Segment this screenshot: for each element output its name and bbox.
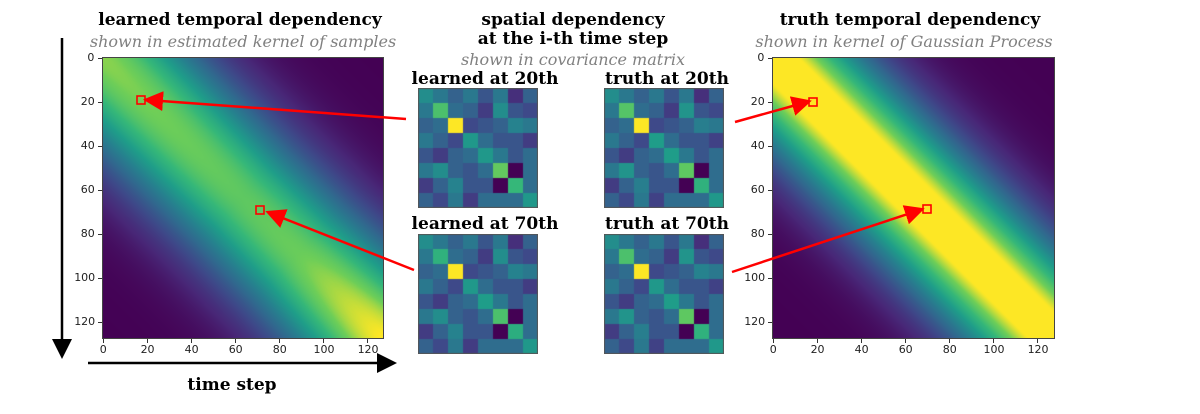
left-subtitle: shown in estimated kernel of samples	[89, 32, 397, 51]
y-tick-mark	[98, 278, 102, 280]
y-tick-label: 0	[757, 51, 765, 65]
x-tick-label: 100	[983, 343, 1005, 356]
y-tick-label: 20	[750, 95, 765, 109]
y-tick-mark	[98, 234, 102, 236]
y-tick-mark	[98, 322, 102, 324]
y-tick-label: 120	[74, 315, 96, 329]
x-tick-mark	[235, 339, 237, 343]
arrow-truth-70	[731, 205, 925, 274]
y-tick-mark	[768, 234, 772, 236]
x-tick-mark	[279, 339, 281, 343]
x-tick-mark	[367, 339, 369, 343]
y-tick-mark	[768, 102, 772, 104]
axes-frame	[102, 57, 384, 339]
x-tick-mark	[949, 339, 951, 343]
truth-20-matrix	[604, 88, 724, 208]
y-tick-mark	[98, 190, 102, 192]
x-tick-label: 20	[810, 343, 825, 356]
x-tick-mark	[993, 339, 995, 343]
x-tick-mark	[905, 339, 907, 343]
x-tick-label: 60	[228, 343, 243, 356]
y-tick-mark	[768, 190, 772, 192]
x-tick-label: 120	[357, 343, 379, 356]
center-title-line2: at the i-th time step	[477, 29, 669, 49]
x-tick-label: 80	[942, 343, 957, 356]
label-truth-70: truth at 70th	[605, 214, 729, 234]
y-tick-label: 0	[87, 51, 95, 65]
highlight-right-70	[922, 204, 932, 214]
x-tick-label: 20	[140, 343, 155, 356]
y-tick-label: 60	[750, 183, 765, 197]
x-tick-mark	[147, 339, 149, 343]
highlight-left-20	[136, 95, 146, 105]
x-tick-label: 60	[898, 343, 913, 356]
right-subtitle: shown in kernel of Gaussian Process	[755, 32, 1053, 51]
x-tick-mark	[817, 339, 819, 343]
x-tick-label: 0	[769, 343, 777, 356]
x-tick-label: 80	[272, 343, 287, 356]
label-learned-70: learned at 70th	[411, 214, 559, 234]
arrow-learned-20	[143, 91, 407, 121]
learned-20-matrix	[418, 88, 538, 208]
x-tick-mark	[323, 339, 325, 343]
y-tick-mark	[98, 58, 102, 60]
x-tick-mark	[861, 339, 863, 343]
arrow-learned-70	[265, 209, 415, 272]
x-tick-mark	[773, 339, 775, 343]
y-tick-label: 20	[80, 95, 95, 109]
highlight-left-70	[255, 205, 265, 215]
arrow-truth-20	[734, 96, 812, 124]
x-axis-label: time step	[187, 375, 277, 395]
y-tick-mark	[768, 58, 772, 60]
y-tick-label: 80	[80, 227, 95, 241]
y-tick-mark	[768, 278, 772, 280]
x-tick-label: 40	[184, 343, 199, 356]
left-title: learned temporal dependency	[98, 10, 382, 30]
y-tick-mark	[98, 146, 102, 148]
y-tick-mark	[768, 146, 772, 148]
x-tick-mark	[191, 339, 193, 343]
x-tick-label: 0	[99, 343, 107, 356]
y-tick-label: 60	[80, 183, 95, 197]
x-tick-mark	[1037, 339, 1039, 343]
y-tick-label: 40	[80, 139, 95, 153]
y-tick-label: 120	[744, 315, 766, 329]
y-tick-label: 80	[750, 227, 765, 241]
center-subtitle: shown in covariance matrix	[461, 50, 685, 69]
truth-70-matrix	[604, 234, 724, 354]
y-tick-mark	[768, 322, 772, 324]
x-tick-label: 120	[1027, 343, 1049, 356]
y-tick-label: 100	[74, 271, 96, 285]
learned-70-matrix	[418, 234, 538, 354]
center-title-line1: spatial dependency	[481, 10, 665, 30]
label-truth-20: truth at 20th	[605, 69, 729, 89]
y-tick-label: 40	[750, 139, 765, 153]
label-learned-20: learned at 20th	[411, 69, 559, 89]
x-tick-mark	[103, 339, 105, 343]
truth-kernel-heatmap	[772, 57, 1055, 339]
right-title: truth temporal dependency	[779, 10, 1041, 30]
y-tick-label: 100	[744, 271, 766, 285]
x-tick-label: 40	[854, 343, 869, 356]
highlight-right-20	[808, 97, 818, 107]
axes-frame	[772, 57, 1055, 339]
x-tick-label: 100	[313, 343, 335, 356]
y-tick-mark	[98, 102, 102, 104]
